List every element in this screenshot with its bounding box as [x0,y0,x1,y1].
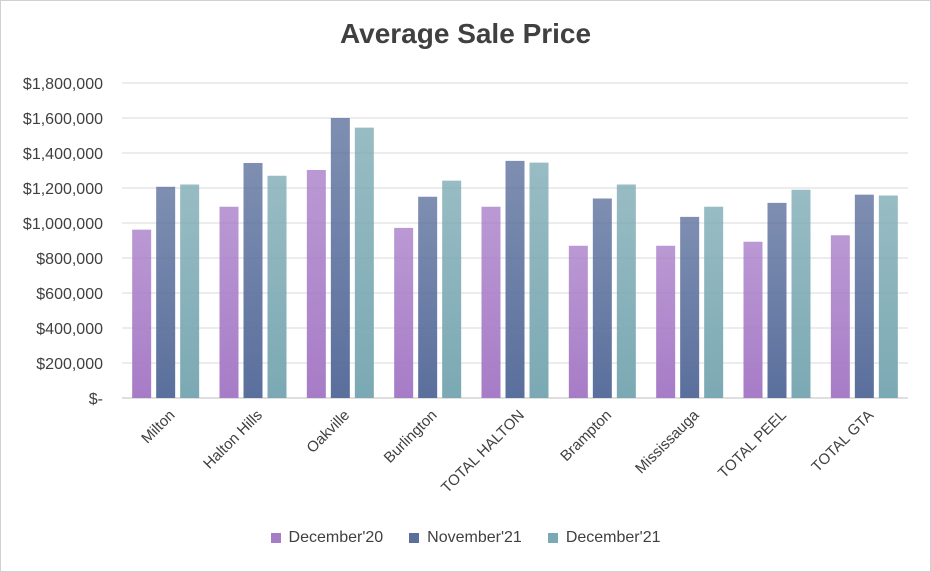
bar-november-21 [592,198,612,398]
y-tick-label: $1,400,000 [23,146,103,163]
legend-swatch [270,533,281,543]
bar-november-21 [854,194,874,398]
x-tick-label: Brampton [557,407,615,465]
bar-december-20 [219,206,239,398]
y-tick-label: $1,800,000 [23,76,103,93]
legend-label: December'20 [288,529,384,546]
x-tick-label: Oakville [303,407,353,457]
legend-label: December'21 [565,529,661,546]
bar-december-20 [568,245,588,398]
bar-november-21 [767,202,787,398]
legend-item: December'20 [270,529,384,547]
bar-november-21 [505,160,525,398]
x-tick-label: Mississauga [632,406,703,477]
y-tick-label: $- [89,391,103,408]
bar-december-21 [704,206,724,398]
chart-title: Average Sale Price [339,18,592,49]
bar-december-20 [394,227,414,398]
y-tick-label: $1,200,000 [23,181,103,198]
x-tick-label: Burlington [381,407,441,467]
bar-december-21 [442,180,462,398]
x-tick-label: TOTAL PEEL [715,407,790,482]
bar-december-20 [481,206,501,398]
bar-november-21 [330,118,350,398]
x-tick-label: Halton Hills [200,407,266,473]
bar-december-21 [180,184,200,398]
bar-december-21 [616,184,636,398]
bar-november-21 [418,196,438,398]
chart-legend: December'20 November'21 December'21 [0,529,931,547]
x-tick-label: TOTAL HALTON [438,407,528,497]
bar-november-21 [680,216,700,398]
legend-item: December'21 [547,529,661,547]
bar-december-21 [354,127,374,398]
y-tick-label: $800,000 [36,251,103,268]
bar-november-21 [156,186,176,398]
y-tick-label: $400,000 [36,321,103,338]
x-tick-label: TOTAL GTA [808,407,877,476]
bar-december-20 [656,245,676,398]
bar-december-21 [529,162,549,398]
x-tick-label: Milton [138,407,178,447]
y-tick-label: $200,000 [36,356,103,373]
bar-december-20 [306,169,326,398]
legend-swatch [547,533,558,543]
bar-december-20 [830,235,850,398]
bar-november-21 [243,162,263,398]
bar-december-21 [878,195,898,398]
bar-december-21 [267,175,287,398]
y-tick-label: $600,000 [36,286,103,303]
legend-item: November'21 [409,529,522,547]
bar-december-21 [791,189,811,398]
bar-december-20 [743,241,763,398]
y-tick-label: $1,000,000 [23,216,103,233]
legend-swatch [409,533,420,543]
legend-label: November'21 [427,529,522,546]
y-tick-label: $1,600,000 [23,111,103,128]
bar-december-20 [132,229,152,398]
